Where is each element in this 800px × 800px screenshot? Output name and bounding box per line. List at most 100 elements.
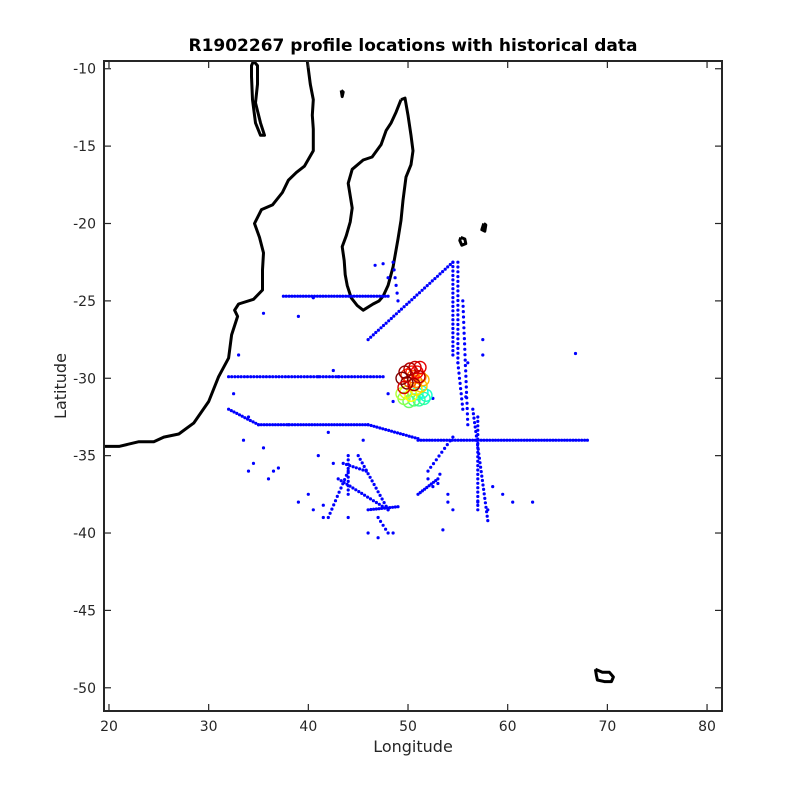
- historical-point: [246, 415, 251, 419]
- historical-point: [464, 385, 468, 389]
- historical-point: [456, 332, 460, 336]
- historical-point: [464, 380, 468, 384]
- y-tick-label: -40: [73, 526, 96, 542]
- historical-point: [461, 407, 465, 411]
- historical-point: [545, 438, 549, 442]
- historical-point: [482, 492, 486, 496]
- historical-point: [354, 488, 358, 492]
- historical-point: [366, 531, 370, 535]
- y-tick-label: -20: [73, 217, 96, 233]
- historical-point: [276, 423, 280, 427]
- historical-point: [434, 479, 438, 483]
- historical-point: [372, 482, 376, 487]
- historical-point: [425, 438, 429, 442]
- coastline-lake-malawi: [250, 60, 266, 137]
- historical-point: [383, 294, 387, 298]
- historical-point: [309, 375, 313, 379]
- historical-point: [346, 458, 350, 462]
- historical-point: [476, 486, 480, 490]
- historical-point: [466, 423, 470, 427]
- historical-point: [334, 375, 338, 379]
- historical-point: [386, 276, 390, 280]
- historical-point: [227, 375, 231, 379]
- x-axis-label: Longitude: [373, 737, 453, 756]
- historical-point: [390, 429, 394, 433]
- historical-point: [271, 423, 275, 427]
- historical-point: [482, 487, 486, 491]
- historical-point: [332, 423, 336, 427]
- historical-point: [427, 438, 432, 442]
- historical-point: [360, 491, 364, 495]
- historical-point: [456, 284, 460, 288]
- historical-point: [476, 433, 480, 437]
- historical-point: [366, 495, 370, 499]
- historical-point: [358, 423, 362, 427]
- historical-point: [381, 375, 385, 379]
- historical-point: [362, 464, 366, 469]
- historical-point: [451, 296, 455, 300]
- historical-point: [330, 507, 334, 511]
- historical-point: [525, 438, 529, 442]
- historical-point: [329, 294, 334, 298]
- historical-point: [333, 499, 338, 503]
- historical-point: [451, 309, 455, 313]
- coastline-reunion: [458, 236, 468, 247]
- historical-point: [460, 397, 464, 401]
- historical-point: [476, 450, 480, 454]
- historical-point: [243, 416, 247, 420]
- historical-point: [456, 356, 460, 360]
- historical-point: [476, 441, 480, 446]
- y-tick-label: -25: [73, 294, 96, 310]
- historical-point: [426, 477, 430, 481]
- historical-point: [456, 318, 460, 322]
- historical-point: [476, 472, 480, 476]
- y-tick-label: -35: [73, 449, 96, 465]
- historical-point: [463, 358, 467, 362]
- historical-point: [451, 435, 455, 439]
- historical-point: [384, 527, 388, 531]
- historical-point: [336, 477, 340, 481]
- historical-point: [361, 294, 365, 298]
- historical-point: [371, 499, 375, 503]
- historical-point: [377, 507, 381, 511]
- historical-point: [451, 326, 455, 331]
- historical-point: [315, 423, 320, 427]
- historical-point: [395, 291, 399, 295]
- historical-point: [273, 423, 277, 427]
- historical-point: [415, 293, 419, 297]
- historical-point: [293, 375, 297, 379]
- historical-point: [324, 375, 328, 379]
- historical-point: [472, 416, 476, 420]
- historical-point: [441, 528, 445, 532]
- historical-point: [522, 438, 526, 442]
- historical-point: [451, 273, 455, 278]
- historical-point: [355, 294, 359, 298]
- historical-point: [299, 375, 303, 379]
- historical-point: [426, 469, 430, 473]
- historical-point: [542, 438, 547, 442]
- historical-point: [451, 291, 455, 295]
- historical-point: [328, 511, 332, 515]
- historical-point: [393, 276, 397, 280]
- historical-point: [229, 409, 233, 413]
- profile-location: [395, 371, 409, 385]
- historical-point: [346, 294, 351, 298]
- historical-point: [259, 423, 263, 427]
- historical-point: [363, 493, 367, 497]
- historical-point: [457, 376, 462, 380]
- historical-point: [481, 353, 485, 357]
- historical-point: [382, 501, 386, 505]
- historical-point: [377, 502, 381, 506]
- historical-point: [346, 454, 350, 458]
- historical-point: [476, 415, 480, 419]
- historical-point: [276, 466, 280, 470]
- historical-point: [389, 316, 393, 321]
- historical-point: [326, 430, 330, 434]
- historical-point: [346, 484, 350, 488]
- historical-point: [562, 438, 567, 442]
- historical-point: [369, 507, 373, 512]
- historical-point: [306, 492, 310, 496]
- historical-point: [431, 480, 436, 484]
- historical-point: [254, 421, 258, 425]
- historical-point: [456, 313, 460, 317]
